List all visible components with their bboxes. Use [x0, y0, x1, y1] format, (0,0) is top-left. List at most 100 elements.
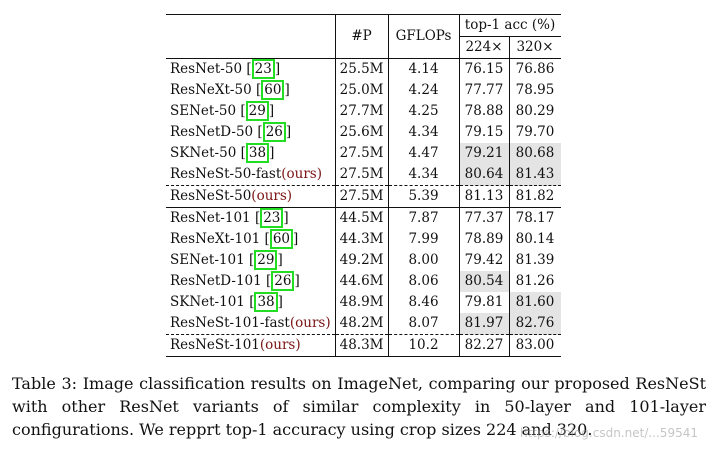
citation-bracket: ]	[274, 61, 281, 77]
acc320-cell: 81.60	[509, 292, 561, 313]
citation-bracket: ]	[277, 294, 283, 310]
acc224-cell: 80.64	[459, 164, 510, 186]
citation-link[interactable]: 38	[254, 292, 278, 312]
gflops-cell: 10.2	[388, 334, 460, 357]
acc320-cell: 80.68	[509, 143, 561, 164]
method-cell: ResNeXt-101 [60]	[166, 229, 336, 250]
acc224-cell: 79.81	[459, 292, 510, 313]
params-cell: 27.5M	[335, 143, 389, 164]
acc224-cell: 79.21	[459, 143, 510, 164]
citation-bracket: [	[257, 124, 263, 140]
ours-tag: (ours)	[251, 188, 293, 204]
method-name: SKNet-50	[170, 145, 237, 161]
citation-link[interactable]: 26	[262, 122, 286, 142]
citation-link[interactable]: 38	[245, 143, 270, 163]
table-row: SENet-101 [29] 49.2M 8.00 79.42 81.39	[166, 250, 561, 271]
header-method	[166, 14, 336, 59]
acc320-cell: 80.29	[515, 103, 555, 119]
header-gflops: GFLOPs	[388, 14, 460, 59]
gflops-cell: 4.47	[388, 143, 460, 164]
header-row: #P GFLOPs top-1 acc (%)	[166, 14, 561, 59]
citation-link[interactable]: 29	[254, 250, 278, 270]
citation-bracket: [	[248, 252, 255, 268]
gflops-cell: 4.25	[388, 101, 460, 122]
citation-bracket: [	[249, 294, 255, 310]
gflops-cell: 7.99	[388, 229, 460, 250]
method-cell: SKNet-50 [38]	[166, 143, 336, 164]
params-cell: 25.6M	[335, 122, 389, 143]
table-row: ResNeSt-50(ours) 27.5M 5.39 81.13 81.82	[166, 185, 561, 208]
method-cell: ResNet-101 [23]	[166, 207, 336, 229]
acc224-cell: 82.27	[459, 334, 510, 357]
table-row: ResNet-50 [23] 25.5M 4.14 76.15 76.86	[166, 58, 561, 80]
citation-bracket: [	[266, 273, 272, 289]
method-name: ResNeSt-50	[170, 188, 252, 204]
table-row: SKNet-101 [38] 48.9M 8.46 79.81 81.60	[166, 292, 561, 313]
method-name: ResNeXt-50	[170, 82, 252, 98]
table-row: ResNeSt-101(ours) 48.3M 10.2 82.27 83.00	[166, 334, 561, 357]
ours-tag: (ours)	[259, 337, 301, 353]
ours-tag: (ours)	[281, 166, 323, 182]
method-name: SENet-101	[170, 252, 245, 268]
citation-bracket: [	[240, 145, 246, 161]
watermark: https://blog.csdn.net/...59541	[520, 426, 698, 440]
acc320-cell: 81.39	[515, 252, 555, 268]
method-name: ResNetD-101	[170, 273, 262, 289]
gflops-cell: 4.24	[388, 80, 460, 101]
method-cell: ResNetD-101 [26]	[166, 271, 336, 292]
citation-bracket: ]	[283, 210, 289, 226]
citation-bracket: [	[246, 61, 252, 77]
citation-link[interactable]: 29	[245, 101, 269, 121]
header-params: #P	[335, 14, 389, 59]
citation-bracket: ]	[284, 82, 290, 98]
table-row: ResNet-101 [23] 44.5M 7.87 77.37 78.17	[166, 207, 561, 229]
citation-link[interactable]: 23	[260, 208, 284, 228]
ours-tag: (ours)	[289, 315, 331, 331]
table-row: ResNetD-101 [26] 44.6M 8.06 80.54 81.26	[166, 271, 561, 292]
method-cell: ResNeSt-101(ours)	[166, 334, 336, 357]
gflops-cell: 4.14	[388, 58, 460, 80]
citation-bracket: ]	[285, 124, 292, 140]
method-name: ResNeXt-101	[170, 231, 261, 247]
gflops-cell: 8.06	[388, 271, 460, 292]
acc224-cell: 81.13	[459, 185, 510, 208]
table-row: SKNet-50 [38] 27.5M 4.47 79.21 80.68	[166, 143, 561, 164]
citation-link[interactable]: 23	[251, 59, 275, 79]
citation-bracket: ]	[268, 103, 275, 119]
method-name: ResNetD-50	[170, 124, 254, 140]
params-cell: 48.9M	[335, 292, 389, 313]
table-row: ResNeXt-50 [60] 25.0M 4.24 77.77 78.95	[166, 80, 561, 101]
method-cell: SKNet-101 [38]	[166, 292, 336, 313]
citation-link[interactable]: 60	[269, 229, 294, 249]
gflops-cell: 4.34	[388, 122, 460, 143]
acc320-cell: 83.00	[509, 334, 561, 357]
params-cell: 25.5M	[335, 58, 389, 80]
method-name: ResNet-50	[170, 61, 243, 77]
table-body: ResNet-50 [23] 25.5M 4.14 76.15 76.86 ResNeXt…	[166, 58, 561, 357]
acc224-cell: 77.37	[459, 207, 510, 229]
citation-bracket: ]	[294, 273, 300, 289]
acc320-cell: 78.95	[515, 82, 555, 98]
acc320-cell: 80.14	[515, 231, 555, 247]
method-cell: ResNeSt-101-fast(ours)	[166, 313, 336, 335]
params-cell: 25.0M	[335, 80, 389, 101]
method-name: ResNeSt-101	[170, 337, 260, 353]
header-subrow: 224× 320×	[166, 36, 561, 59]
table-row: ResNetD-50 [26] 25.6M 4.34 79.15 79.70	[166, 122, 561, 143]
gflops-cell: 7.87	[388, 207, 460, 229]
header-crop320: 320×	[509, 36, 561, 59]
method-name: ResNet-101	[170, 210, 251, 226]
table-caption: Table 3: Image classification results on…	[12, 374, 706, 439]
params-cell: 27.7M	[335, 101, 389, 122]
method-cell: ResNeSt-50(ours)	[166, 185, 336, 208]
gflops-cell: 8.07	[388, 313, 460, 335]
citation-bracket: [	[264, 231, 270, 247]
gflops-cell: 5.39	[388, 185, 460, 208]
method-cell: ResNetD-50 [26]	[166, 122, 336, 143]
header-crop224: 224×	[459, 36, 510, 59]
method-cell: ResNeXt-50 [60]	[166, 80, 336, 101]
acc320-cell: 79.70	[515, 124, 555, 140]
acc320-cell: 81.26	[515, 273, 555, 289]
citation-link[interactable]: 60	[261, 80, 285, 100]
citation-link[interactable]: 26	[271, 271, 295, 291]
